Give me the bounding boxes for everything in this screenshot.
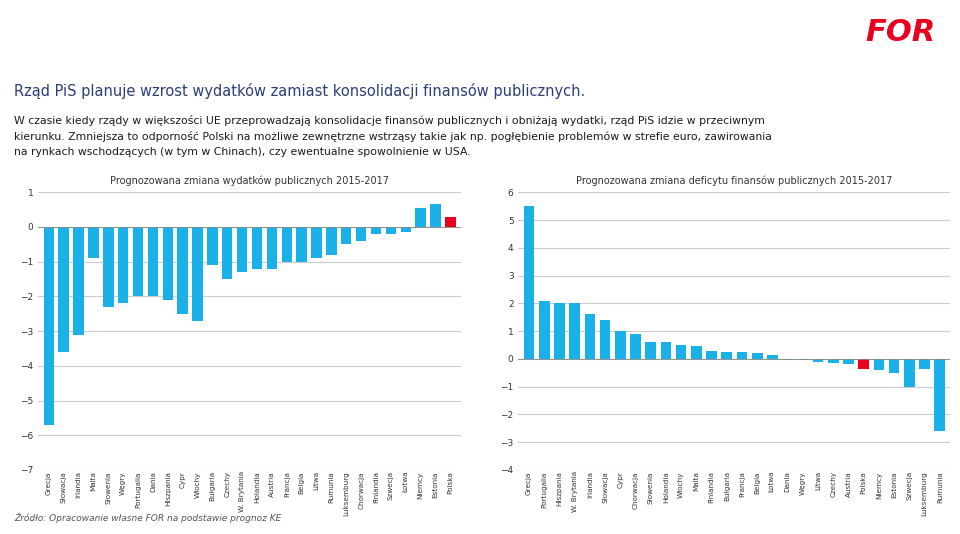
Bar	[934, 359, 945, 431]
Bar	[311, 227, 322, 258]
Bar	[889, 359, 900, 373]
Bar	[600, 320, 611, 359]
Bar	[858, 359, 869, 368]
Bar	[630, 334, 641, 359]
Title: Prognozowana zmiana deficytu finansów publicznych 2015-2017: Prognozowana zmiana deficytu finansów pu…	[576, 175, 893, 186]
Bar	[297, 227, 307, 262]
Bar	[43, 227, 54, 425]
Text: Rząd PiS planuje wzrost wydatków zamiast konsolidacji finansów publicznych.: Rząd PiS planuje wzrost wydatków zamiast…	[14, 83, 586, 99]
Bar	[569, 303, 580, 359]
Text: #Moody’s: Wydatki i zmiana deficytu: #Moody’s: Wydatki i zmiana deficytu	[14, 22, 451, 42]
Bar	[132, 227, 143, 296]
Bar	[920, 359, 930, 368]
Bar	[73, 227, 84, 334]
Bar	[904, 359, 915, 387]
Bar	[162, 227, 173, 300]
Bar	[752, 354, 762, 359]
Bar	[782, 359, 793, 360]
Bar	[554, 303, 564, 359]
Bar	[400, 227, 411, 232]
Bar	[207, 227, 218, 265]
Bar	[645, 342, 656, 359]
Bar	[798, 359, 808, 360]
Bar	[103, 227, 113, 307]
Bar	[707, 350, 717, 359]
Bar	[813, 359, 824, 362]
Bar	[445, 217, 456, 227]
Bar	[88, 227, 99, 258]
Bar	[691, 347, 702, 359]
Bar	[828, 359, 839, 363]
Text: FOR: FOR	[866, 18, 936, 46]
Text: na rynkach wschodzących (w tym w Chinach), czy ewentualne spowolnienie w USA.: na rynkach wschodzących (w tym w Chinach…	[14, 147, 471, 157]
Bar	[237, 227, 248, 272]
Bar	[118, 227, 129, 303]
Bar	[371, 227, 381, 234]
Bar	[539, 301, 549, 359]
Text: Źródło: Opracowanie własne FOR na podstawie prognoz KE: Źródło: Opracowanie własne FOR na podsta…	[14, 513, 282, 523]
Bar	[416, 208, 426, 227]
Bar	[843, 359, 853, 364]
Text: kierunku. Zmniejsza to odporność Polski na możliwe zewnętrzne wstrząsy takie jak: kierunku. Zmniejsza to odporność Polski …	[14, 131, 772, 142]
Bar	[585, 315, 595, 359]
Bar	[386, 227, 396, 234]
Bar	[736, 352, 747, 359]
Bar	[222, 227, 232, 279]
Bar	[874, 359, 884, 370]
Bar	[615, 331, 626, 359]
Bar	[722, 352, 732, 359]
Text: W czasie kiedy rządy w większości UE przeprowadzają konsolidacje finansów public: W czasie kiedy rządy w większości UE prz…	[14, 115, 765, 126]
Bar	[676, 345, 686, 359]
Bar	[356, 227, 367, 241]
Bar	[767, 355, 778, 359]
Bar	[341, 227, 351, 245]
Bar	[267, 227, 277, 269]
Bar	[524, 206, 535, 359]
Bar	[178, 227, 188, 313]
Bar	[281, 227, 292, 262]
Title: Prognozowana zmiana wydatków publicznych 2015-2017: Prognozowana zmiana wydatków publicznych…	[110, 175, 389, 186]
Bar	[148, 227, 158, 296]
Bar	[192, 227, 203, 320]
Bar	[430, 205, 441, 227]
Bar	[252, 227, 262, 269]
Bar	[59, 227, 69, 352]
Bar	[660, 342, 671, 359]
Bar	[326, 227, 337, 255]
